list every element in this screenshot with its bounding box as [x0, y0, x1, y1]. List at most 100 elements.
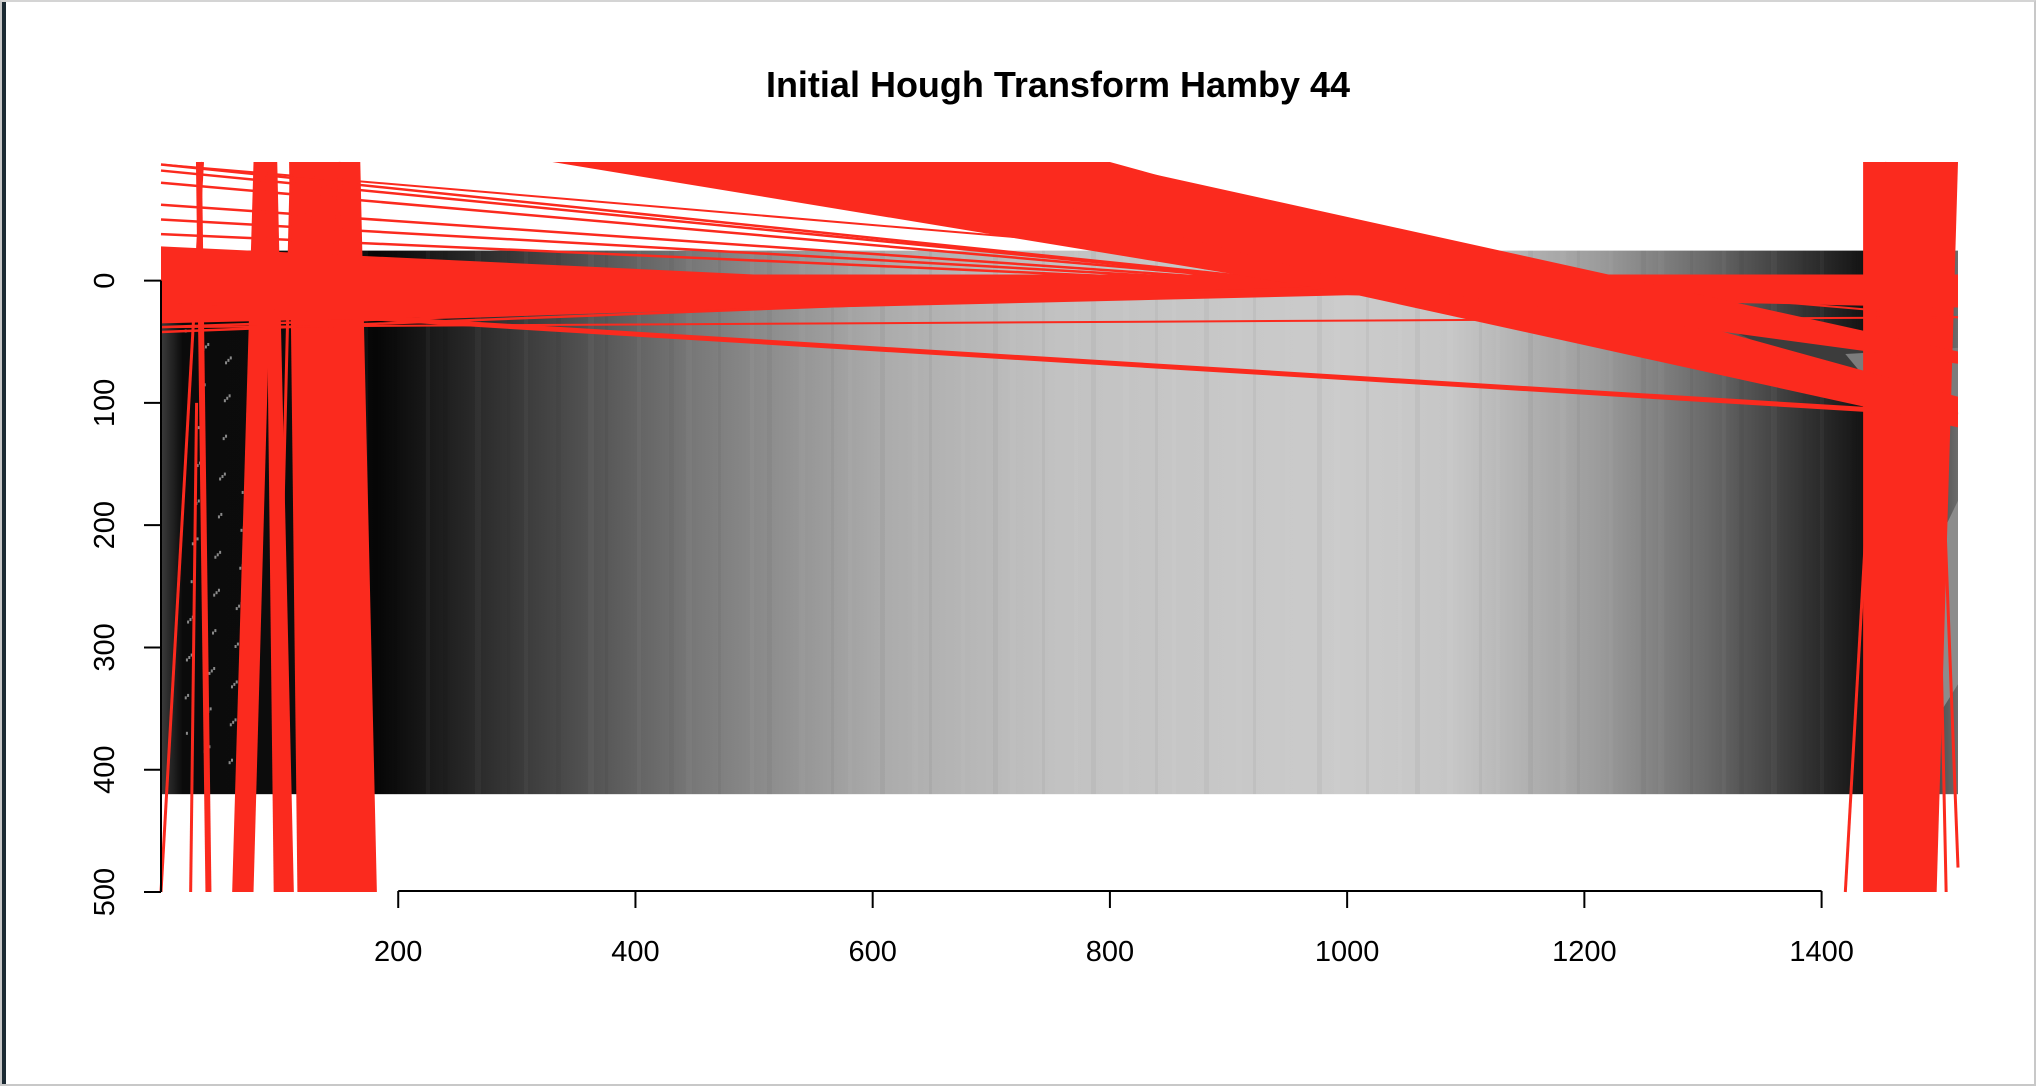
surface-striation — [475, 251, 481, 795]
surface-striation — [1042, 251, 1045, 795]
hough-line — [160, 203, 1348, 288]
surface-striation — [507, 251, 510, 795]
surface-striation — [1317, 251, 1322, 795]
surface-striation — [1285, 251, 1289, 795]
surface-striation — [686, 251, 692, 795]
x-tick-label: 1000 — [1315, 936, 1380, 968]
y-tick-label: 500 — [89, 868, 121, 916]
surface-striation — [1398, 251, 1402, 795]
surface-striation — [750, 251, 754, 795]
y-tick-label: 100 — [89, 379, 121, 427]
surface-speckle — [217, 588, 220, 592]
y-tick-label: 0 — [89, 273, 121, 289]
surface-striation — [929, 251, 932, 795]
surface-striation — [426, 251, 430, 795]
surface-speckle — [208, 671, 211, 675]
surface-striation — [1091, 251, 1096, 795]
hough-line — [160, 181, 1348, 288]
surface-striation — [669, 251, 674, 795]
surface-striation — [524, 251, 528, 795]
surface-speckle — [234, 718, 237, 722]
surface-striation — [1236, 251, 1242, 795]
hough-lines — [159, 161, 1960, 893]
hough-line-bundle — [896, 162, 1958, 364]
x-tick-label: 800 — [1086, 936, 1134, 968]
hough-line-bundle — [232, 162, 274, 892]
surface-speckle — [229, 723, 232, 727]
axes: 200 400 600 800 1000 1200 1400 0 100 200 300 400 500 — [89, 273, 1854, 968]
hough-line — [1938, 402, 1960, 868]
hough-line — [278, 161, 293, 648]
surface-speckle — [209, 707, 212, 711]
surface-speckle — [196, 537, 199, 541]
x-tick-label: 200 — [374, 936, 422, 968]
surface-speckle — [229, 356, 232, 360]
surface-striation — [1496, 251, 1500, 795]
surface-striation — [799, 251, 805, 795]
surface-striation — [1334, 251, 1340, 795]
surface-speckle — [235, 607, 238, 611]
hough-line — [316, 161, 344, 514]
surface-speckle — [184, 696, 187, 700]
surface-striation — [767, 251, 772, 795]
y-tick-label: 400 — [89, 746, 121, 794]
surface-speckle — [226, 396, 229, 400]
surface-speckle — [234, 644, 237, 648]
hough-line — [160, 232, 1348, 288]
y-tick-label: 300 — [89, 623, 121, 671]
surface-striation — [1253, 251, 1256, 795]
surface-speckle — [216, 553, 219, 557]
surface-speckle — [227, 358, 230, 362]
x-axis: 200 400 600 800 1000 1200 1400 — [374, 890, 1854, 968]
hough-line — [160, 169, 1348, 288]
surface-striation — [1366, 251, 1369, 795]
surface-speckle — [215, 591, 218, 595]
surface-striation — [1155, 251, 1158, 795]
surface-striation — [1172, 251, 1176, 795]
surface-striation — [1415, 251, 1420, 795]
surface-speckle — [225, 361, 228, 365]
surface-speckle — [223, 472, 226, 476]
surface-speckle — [225, 434, 228, 438]
x-tick-label: 400 — [611, 936, 659, 968]
surface-striation — [993, 251, 998, 795]
surface-speckle — [220, 512, 223, 516]
surface-speckle — [214, 555, 217, 559]
surface-striation — [1010, 251, 1016, 795]
hough-line — [160, 218, 1348, 288]
surface-striation — [1447, 251, 1453, 795]
surface-striation — [718, 251, 721, 795]
surface-speckle — [228, 761, 231, 765]
hough-line-bundle — [265, 162, 294, 892]
surface-speckle — [190, 580, 193, 584]
surface-striation — [394, 251, 397, 795]
surface-striation — [848, 251, 852, 795]
surface-speckle — [207, 342, 210, 346]
hough-line — [160, 302, 1959, 418]
hough-line-bundle — [161, 246, 1958, 324]
surface-striation — [880, 251, 885, 795]
surface-striation — [961, 251, 965, 795]
surface-speckle — [212, 631, 215, 635]
surface-striation — [556, 251, 561, 795]
y-axis: 0 100 200 300 400 500 — [89, 273, 162, 916]
surface-striation — [1204, 251, 1209, 795]
surface-striation — [831, 251, 834, 795]
surface-striation — [443, 251, 448, 795]
surface-speckle — [210, 669, 213, 673]
surface-speckle — [228, 394, 231, 398]
surface-speckle — [189, 618, 192, 622]
x-tick-label: 1400 — [1789, 936, 1854, 968]
surface-speckle — [235, 680, 238, 684]
hough-line — [189, 402, 199, 893]
surface-striation — [912, 251, 918, 795]
x-tick-label: 600 — [848, 936, 896, 968]
surface-speckle — [230, 685, 233, 689]
surface-speckle — [241, 490, 244, 494]
hough-line — [160, 285, 1348, 334]
surface-speckle — [196, 464, 199, 468]
surface-speckle — [197, 499, 200, 503]
surface-speckle — [213, 593, 216, 597]
surface-speckle — [233, 682, 236, 686]
